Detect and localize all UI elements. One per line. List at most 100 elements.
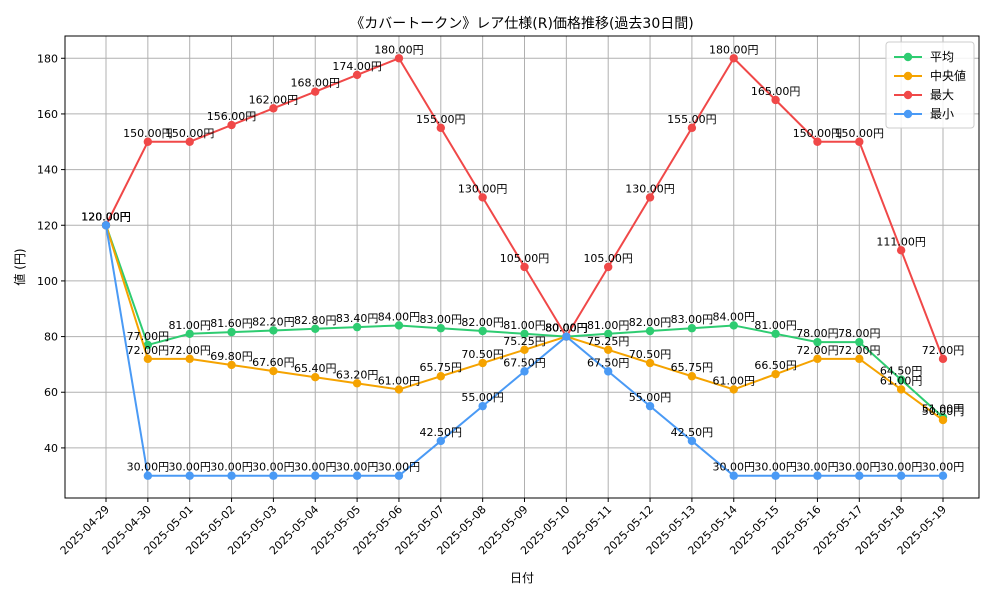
data-point bbox=[896, 375, 906, 384]
legend-item: 平均 bbox=[894, 50, 954, 64]
data-label: 80.00円 bbox=[545, 322, 588, 335]
data-point bbox=[771, 95, 780, 105]
data-point bbox=[185, 471, 194, 480]
grid bbox=[65, 36, 979, 498]
data-point bbox=[896, 471, 906, 480]
data-label: 61.00円 bbox=[880, 374, 923, 387]
data-point bbox=[311, 373, 320, 382]
data-label: 72.00円 bbox=[168, 344, 211, 357]
data-label: 81.00円 bbox=[587, 319, 630, 332]
data-label: 42.50円 bbox=[671, 426, 714, 439]
data-label: 30.00円 bbox=[754, 461, 797, 474]
data-label: 51.00円 bbox=[922, 402, 965, 415]
data-point bbox=[813, 354, 822, 364]
data-label: 75.25円 bbox=[587, 335, 630, 348]
data-label: 77.00円 bbox=[127, 330, 170, 343]
data-point bbox=[813, 137, 822, 146]
data-point bbox=[771, 329, 780, 338]
data-label: 150.00円 bbox=[835, 127, 885, 140]
data-point bbox=[520, 345, 529, 354]
data-label: 156.00円 bbox=[207, 110, 257, 123]
data-point bbox=[687, 324, 697, 333]
y-tick-label: 60 bbox=[44, 386, 58, 399]
data-label: 42.50円 bbox=[420, 426, 463, 439]
data-point bbox=[352, 322, 362, 332]
data-point bbox=[855, 337, 864, 347]
data-point bbox=[185, 137, 194, 146]
data-label: 65.75円 bbox=[671, 361, 714, 374]
data-point bbox=[227, 471, 236, 480]
data-label: 83.00円 bbox=[420, 313, 463, 326]
data-label: 120.00円 bbox=[81, 210, 131, 223]
data-label: 64.50円 bbox=[880, 365, 923, 378]
data-label: 162.00円 bbox=[249, 93, 299, 106]
y-tick-label: 100 bbox=[37, 275, 58, 288]
y-tick-label: 120 bbox=[37, 219, 58, 232]
data-label: 120.00円 bbox=[81, 210, 131, 223]
data-point bbox=[478, 401, 487, 411]
data-label: 66.50円 bbox=[754, 359, 797, 372]
data-point bbox=[896, 385, 906, 394]
data-point bbox=[394, 321, 404, 330]
data-point bbox=[185, 329, 194, 338]
data-point bbox=[687, 372, 697, 381]
data-label: 63.20円 bbox=[336, 368, 379, 381]
data-label: 55.00円 bbox=[629, 391, 672, 404]
data-label: 180.00円 bbox=[709, 43, 759, 56]
data-point bbox=[143, 340, 153, 350]
data-point bbox=[729, 471, 738, 480]
data-label: 174.00円 bbox=[332, 60, 382, 73]
data-label: 72.00円 bbox=[796, 344, 839, 357]
data-label: 30.00円 bbox=[838, 461, 881, 474]
data-point bbox=[938, 471, 948, 480]
data-label: 78.00円 bbox=[796, 327, 839, 340]
legend-label: 最大 bbox=[930, 88, 954, 102]
data-label: 80.00円 bbox=[545, 322, 588, 335]
data-point bbox=[938, 354, 948, 364]
data-point bbox=[855, 471, 864, 480]
data-label: 82.20円 bbox=[252, 315, 295, 328]
data-point bbox=[143, 354, 153, 364]
data-label: 30.00円 bbox=[168, 461, 211, 474]
data-point bbox=[269, 326, 278, 335]
y-tick-label: 40 bbox=[44, 442, 58, 455]
y-tick-label: 160 bbox=[37, 108, 58, 121]
legend-label: 平均 bbox=[930, 50, 954, 64]
data-label: 120.00円 bbox=[81, 210, 131, 223]
chart-title: 《カバートークン》レア仕様(R)価格推移(過去30日間) bbox=[350, 16, 693, 32]
data-label: 80.00円 bbox=[545, 322, 588, 335]
data-point bbox=[311, 87, 320, 96]
data-point bbox=[227, 120, 236, 130]
data-point bbox=[269, 366, 278, 376]
data-label: 165.00円 bbox=[751, 85, 801, 98]
data-point bbox=[520, 262, 529, 272]
data-label: 70.50円 bbox=[629, 348, 672, 361]
data-label: 55.00円 bbox=[461, 391, 504, 404]
x-axis-title: 日付 bbox=[510, 571, 534, 585]
data-label: 111.00円 bbox=[876, 235, 926, 248]
data-label: 84.00円 bbox=[378, 310, 421, 323]
data-label: 180.00円 bbox=[374, 43, 424, 56]
data-label: 150.00円 bbox=[793, 127, 843, 140]
legend-label: 最小 bbox=[930, 107, 954, 121]
data-label: 67.50円 bbox=[587, 356, 630, 369]
data-point bbox=[227, 360, 236, 370]
data-label: 75.25円 bbox=[503, 335, 546, 348]
data-point bbox=[269, 471, 278, 480]
data-label: 72.00円 bbox=[127, 344, 170, 357]
data-point bbox=[771, 369, 780, 379]
legend-swatch-marker bbox=[903, 90, 913, 100]
data-label: 82.00円 bbox=[629, 316, 672, 329]
y-axis-title: 値 (円) bbox=[12, 248, 27, 285]
legend-label: 中央値 bbox=[930, 68, 966, 83]
data-label: 67.50円 bbox=[503, 356, 546, 369]
data-label: 30.00円 bbox=[378, 461, 421, 474]
data-point bbox=[687, 436, 697, 446]
data-point bbox=[436, 372, 445, 381]
data-label: 65.75円 bbox=[420, 361, 463, 374]
data-point bbox=[436, 324, 445, 333]
data-label: 30.00円 bbox=[922, 461, 965, 474]
data-label: 30.00円 bbox=[796, 461, 839, 474]
